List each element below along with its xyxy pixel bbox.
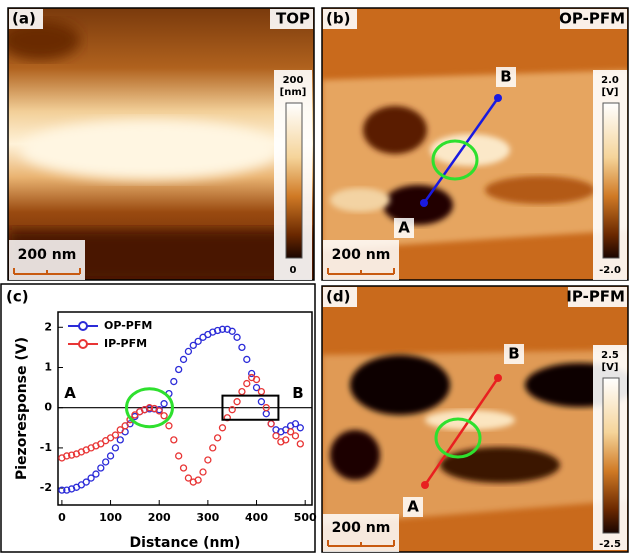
colorbar-max: 200 <box>283 75 304 86</box>
point-label: B <box>292 384 303 402</box>
scale-bar-label: 200 nm <box>332 520 391 536</box>
point-label: B <box>500 68 511 86</box>
legend-label: IP-PFM <box>104 337 147 350</box>
y-tick-label: 0 <box>44 401 52 414</box>
colorbar-min: 0 <box>290 265 297 276</box>
x-tick-label: 200 <box>148 511 171 524</box>
x-axis-label: Distance (nm) <box>130 535 241 551</box>
colorbar-unit: [nm] <box>280 87 307 98</box>
colorbar: 2.0 [V] -2.0 <box>593 70 627 280</box>
legend-marker <box>79 322 87 330</box>
y-tick-label: 1 <box>44 360 52 373</box>
panel-label: (b) <box>326 10 350 28</box>
colorbar: 200 [nm] 0 <box>274 70 312 280</box>
profile-end <box>494 374 502 382</box>
x-tick-label: 300 <box>196 511 219 524</box>
point-label: A <box>64 384 76 402</box>
colorbar-unit: [V] <box>602 362 619 373</box>
scale-bar: 200 nm <box>9 240 85 280</box>
x-tick-label: 0 <box>58 511 66 524</box>
op-pfm-image <box>322 8 630 280</box>
scale-bar-label: 200 nm <box>18 247 77 263</box>
point-label: B <box>508 345 519 363</box>
panel-label: (c) <box>6 288 29 306</box>
panel-title: TOP <box>276 10 310 28</box>
panel-title: IP-PFM <box>566 288 625 306</box>
colorbar-min: -2.5 <box>599 539 621 550</box>
scale-bar: 200 nm <box>323 514 399 552</box>
profile-end <box>421 481 429 489</box>
x-tick-label: 100 <box>99 511 122 524</box>
y-tick-label: -2 <box>40 481 52 494</box>
figure: (a) TOP (b) OP-PFM (d) IP-PFM A B A B 20… <box>0 0 630 554</box>
ip-pfm-image <box>322 286 630 552</box>
profile-end <box>420 199 428 207</box>
colorbar-max: 2.0 <box>601 75 619 86</box>
scale-bar-label: 200 nm <box>332 247 391 263</box>
colorbar-max: 2.5 <box>601 350 619 361</box>
colorbar: 2.5 [V] -2.5 <box>593 345 627 550</box>
colorbar-unit: [V] <box>602 87 619 98</box>
point-label: A <box>398 219 410 237</box>
scale-bar: 200 nm <box>323 240 399 280</box>
y-tick-label: 2 <box>44 320 52 333</box>
panel-label: (d) <box>326 288 350 306</box>
x-tick-label: 400 <box>245 511 268 524</box>
legend-marker <box>79 340 87 348</box>
legend-label: OP-PFM <box>104 319 152 332</box>
profile-end <box>494 94 502 102</box>
y-axis-label: Piezoresponse (V) <box>14 337 30 480</box>
point-label: A <box>407 498 419 516</box>
colorbar-min: -2.0 <box>599 265 621 276</box>
panel-label: (a) <box>12 10 36 28</box>
line-chart: 0 100 200 300 400 500 -2 -1 0 1 2 Distance (nm) Piez… <box>14 312 317 551</box>
panel-title: OP-PFM <box>559 10 625 28</box>
plot-area <box>58 312 312 505</box>
x-tick-label: 500 <box>294 511 317 524</box>
y-tick-label: -1 <box>40 441 52 454</box>
topography-image <box>0 8 314 280</box>
